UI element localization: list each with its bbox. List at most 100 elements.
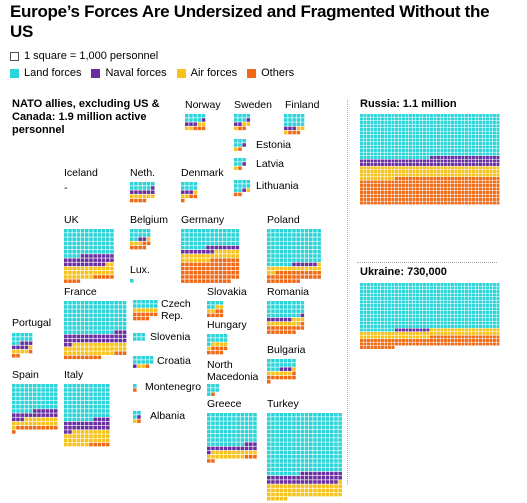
- square-russia-land: [402, 124, 405, 128]
- square-russia-naval: [475, 159, 479, 163]
- square-turkey-land: [292, 471, 296, 476]
- square-russia-others: [363, 184, 367, 187]
- square-ukraine-land: [451, 297, 454, 300]
- square-turkey-land: [279, 446, 284, 451]
- square-hungary-others: [215, 346, 219, 351]
- square-ukraine-land: [388, 318, 391, 321]
- square-france-naval: [122, 330, 127, 334]
- square-ukraine-land: [370, 311, 374, 314]
- square-belgium-land: [130, 229, 134, 233]
- square-turkey-land: [334, 421, 338, 425]
- square-romania-land: [271, 305, 275, 309]
- square-russia-land: [440, 131, 444, 135]
- square-germany-land: [181, 245, 185, 250]
- square-france-land: [72, 330, 76, 334]
- square-turkey-land: [300, 459, 305, 463]
- square-russia-air: [384, 177, 388, 180]
- square-russia-naval: [423, 159, 426, 163]
- square-russia-naval: [486, 159, 489, 163]
- square-russia-land: [363, 156, 367, 159]
- square-croatia-others: [145, 364, 150, 368]
- square-russia-land: [423, 138, 426, 142]
- square-turkey-air: [292, 484, 296, 488]
- square-spain-others: [12, 430, 16, 434]
- square-ukraine-others: [426, 339, 430, 342]
- square-russia-others: [458, 198, 461, 201]
- square-france-land: [64, 301, 68, 305]
- square-russia-air: [426, 166, 430, 170]
- square-poland-land: [283, 237, 288, 241]
- square-ukraine-naval: [423, 328, 426, 332]
- square-finland-naval: [288, 126, 292, 131]
- square-russia-others: [444, 184, 447, 187]
- square-poland-others: [292, 271, 296, 275]
- square-poland-land: [317, 245, 321, 250]
- square-ukraine-land: [374, 297, 377, 300]
- square-france-land: [76, 301, 81, 305]
- square-russia-others: [363, 191, 367, 194]
- square-russia-land: [377, 156, 381, 159]
- square-ukraine-others: [444, 339, 447, 342]
- square-uk-naval: [93, 254, 97, 258]
- square-germany-others: [218, 271, 223, 275]
- square-north-macedonia-land: [215, 384, 219, 388]
- square-ukraine-land: [416, 314, 419, 318]
- square-france-land: [118, 301, 123, 305]
- square-greece-land: [228, 413, 232, 417]
- square-russia-air: [370, 170, 374, 173]
- square-russia-others: [381, 191, 384, 194]
- square-portugal-naval: [12, 345, 16, 350]
- square-poland-others: [288, 279, 292, 283]
- square-spain-others: [20, 426, 24, 430]
- square-greece-land: [244, 434, 249, 438]
- square-ukraine-land: [370, 293, 374, 297]
- square-russia-air: [447, 170, 451, 173]
- square-poland-air: [292, 266, 296, 271]
- square-france-land: [89, 309, 93, 313]
- square-spain-land: [24, 392, 29, 396]
- square-uk-others: [97, 275, 102, 279]
- square-neth-land: [146, 182, 151, 186]
- square-russia-land: [363, 128, 367, 131]
- square-greece-land: [223, 417, 228, 421]
- legend-label-air: Air forces: [190, 67, 238, 79]
- square-ukraine-land: [412, 307, 416, 311]
- square-russia-land: [444, 131, 447, 135]
- square-ukraine-land: [461, 311, 465, 314]
- square-turkey-land: [283, 450, 288, 455]
- square-russia-naval: [426, 159, 430, 163]
- square-russia-land: [405, 124, 409, 128]
- square-turkey-land: [283, 459, 288, 463]
- square-russia-land: [444, 152, 447, 156]
- square-uk-others: [110, 275, 114, 279]
- square-ukraine-land: [377, 318, 381, 321]
- square-greece-land: [207, 421, 211, 425]
- square-russia-land: [381, 124, 384, 128]
- square-hungary-land: [215, 334, 219, 338]
- square-russia-others: [374, 187, 377, 191]
- square-uk-naval: [101, 254, 106, 258]
- square-germany-air: [231, 254, 235, 258]
- square-romania-land: [288, 309, 292, 313]
- square-uk-land: [106, 241, 110, 246]
- square-russia-land: [423, 149, 426, 152]
- square-france-naval: [118, 330, 123, 334]
- square-ukraine-land: [475, 283, 479, 286]
- square-uk-land: [72, 250, 76, 254]
- square-russia-land: [384, 138, 388, 142]
- square-ukraine-others: [377, 339, 381, 342]
- square-hungary-others: [215, 350, 219, 355]
- square-estonia-land: [242, 139, 246, 143]
- square-germany-others: [223, 279, 227, 283]
- square-turkey-land: [317, 455, 321, 459]
- square-bulgaria-others: [267, 380, 271, 384]
- square-greece-land: [240, 429, 245, 434]
- square-russia-air: [454, 166, 458, 170]
- square-greece-naval: [249, 446, 253, 451]
- square-turkey-air: [283, 484, 288, 488]
- square-russia-air: [472, 173, 475, 177]
- square-russia-land: [363, 138, 367, 142]
- square-russia-others: [395, 194, 398, 198]
- square-russia-land: [489, 128, 493, 131]
- square-russia-land: [388, 138, 391, 142]
